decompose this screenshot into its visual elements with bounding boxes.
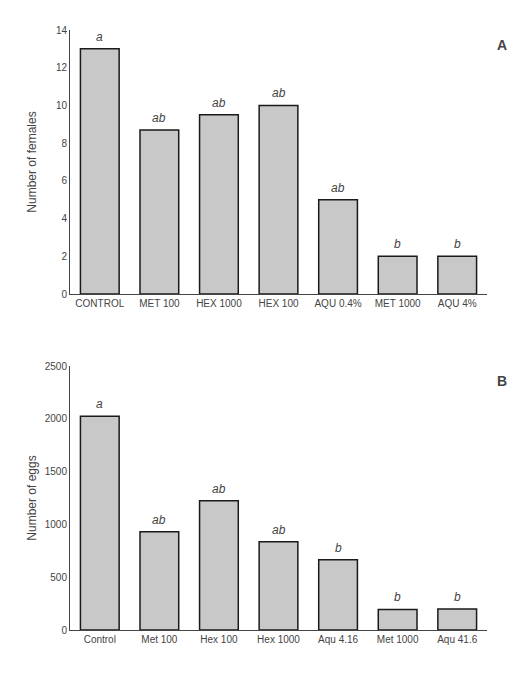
svg-text:b: b [335, 541, 342, 555]
svg-text:Hex 100: Hex 100 [200, 634, 238, 645]
svg-text:b: b [394, 237, 401, 251]
svg-text:Met 1000: Met 1000 [377, 634, 419, 645]
svg-text:2500: 2500 [45, 361, 68, 372]
svg-text:500: 500 [50, 572, 67, 583]
svg-text:ab: ab [272, 523, 286, 537]
svg-text:8: 8 [61, 138, 67, 149]
svg-text:Aqu 4.16: Aqu 4.16 [318, 634, 358, 645]
svg-text:Aqu 41.6: Aqu 41.6 [437, 634, 477, 645]
svg-text:Number of eggs: Number of eggs [25, 455, 39, 540]
svg-text:12: 12 [56, 62, 68, 73]
svg-text:AQU 4%: AQU 4% [438, 298, 477, 309]
svg-text:A: A [497, 37, 507, 53]
svg-text:b: b [454, 237, 461, 251]
svg-text:Hex 1000: Hex 1000 [257, 634, 300, 645]
svg-text:6: 6 [61, 175, 67, 186]
svg-text:ab: ab [331, 181, 345, 195]
svg-text:HEX 100: HEX 100 [258, 298, 298, 309]
svg-text:ab: ab [152, 513, 166, 527]
svg-text:AQU 0.4%: AQU 0.4% [314, 298, 361, 309]
svg-text:a: a [96, 397, 103, 411]
svg-text:Control: Control [84, 634, 116, 645]
svg-text:Met 100: Met 100 [141, 634, 178, 645]
svg-text:0: 0 [61, 289, 67, 300]
svg-text:ab: ab [212, 482, 226, 496]
svg-text:14: 14 [56, 25, 68, 36]
svg-text:1500: 1500 [45, 466, 68, 477]
svg-text:HEX 1000: HEX 1000 [196, 298, 242, 309]
svg-text:a: a [96, 30, 103, 44]
svg-text:ab: ab [272, 86, 286, 100]
svg-text:b: b [454, 590, 461, 604]
svg-text:10: 10 [56, 100, 68, 111]
svg-text:4: 4 [61, 213, 67, 224]
svg-text:2: 2 [61, 251, 67, 262]
svg-text:b: b [394, 590, 401, 604]
svg-text:ab: ab [212, 96, 226, 110]
svg-text:2000: 2000 [45, 413, 68, 424]
svg-text:CONTROL: CONTROL [75, 298, 124, 309]
svg-text:MET 1000: MET 1000 [375, 298, 421, 309]
svg-text:B: B [497, 373, 507, 389]
svg-text:1000: 1000 [45, 519, 68, 530]
svg-text:ab: ab [152, 111, 166, 125]
svg-text:0: 0 [61, 625, 67, 636]
svg-text:MET 100: MET 100 [139, 298, 180, 309]
svg-text:Number of females: Number of females [25, 111, 39, 212]
